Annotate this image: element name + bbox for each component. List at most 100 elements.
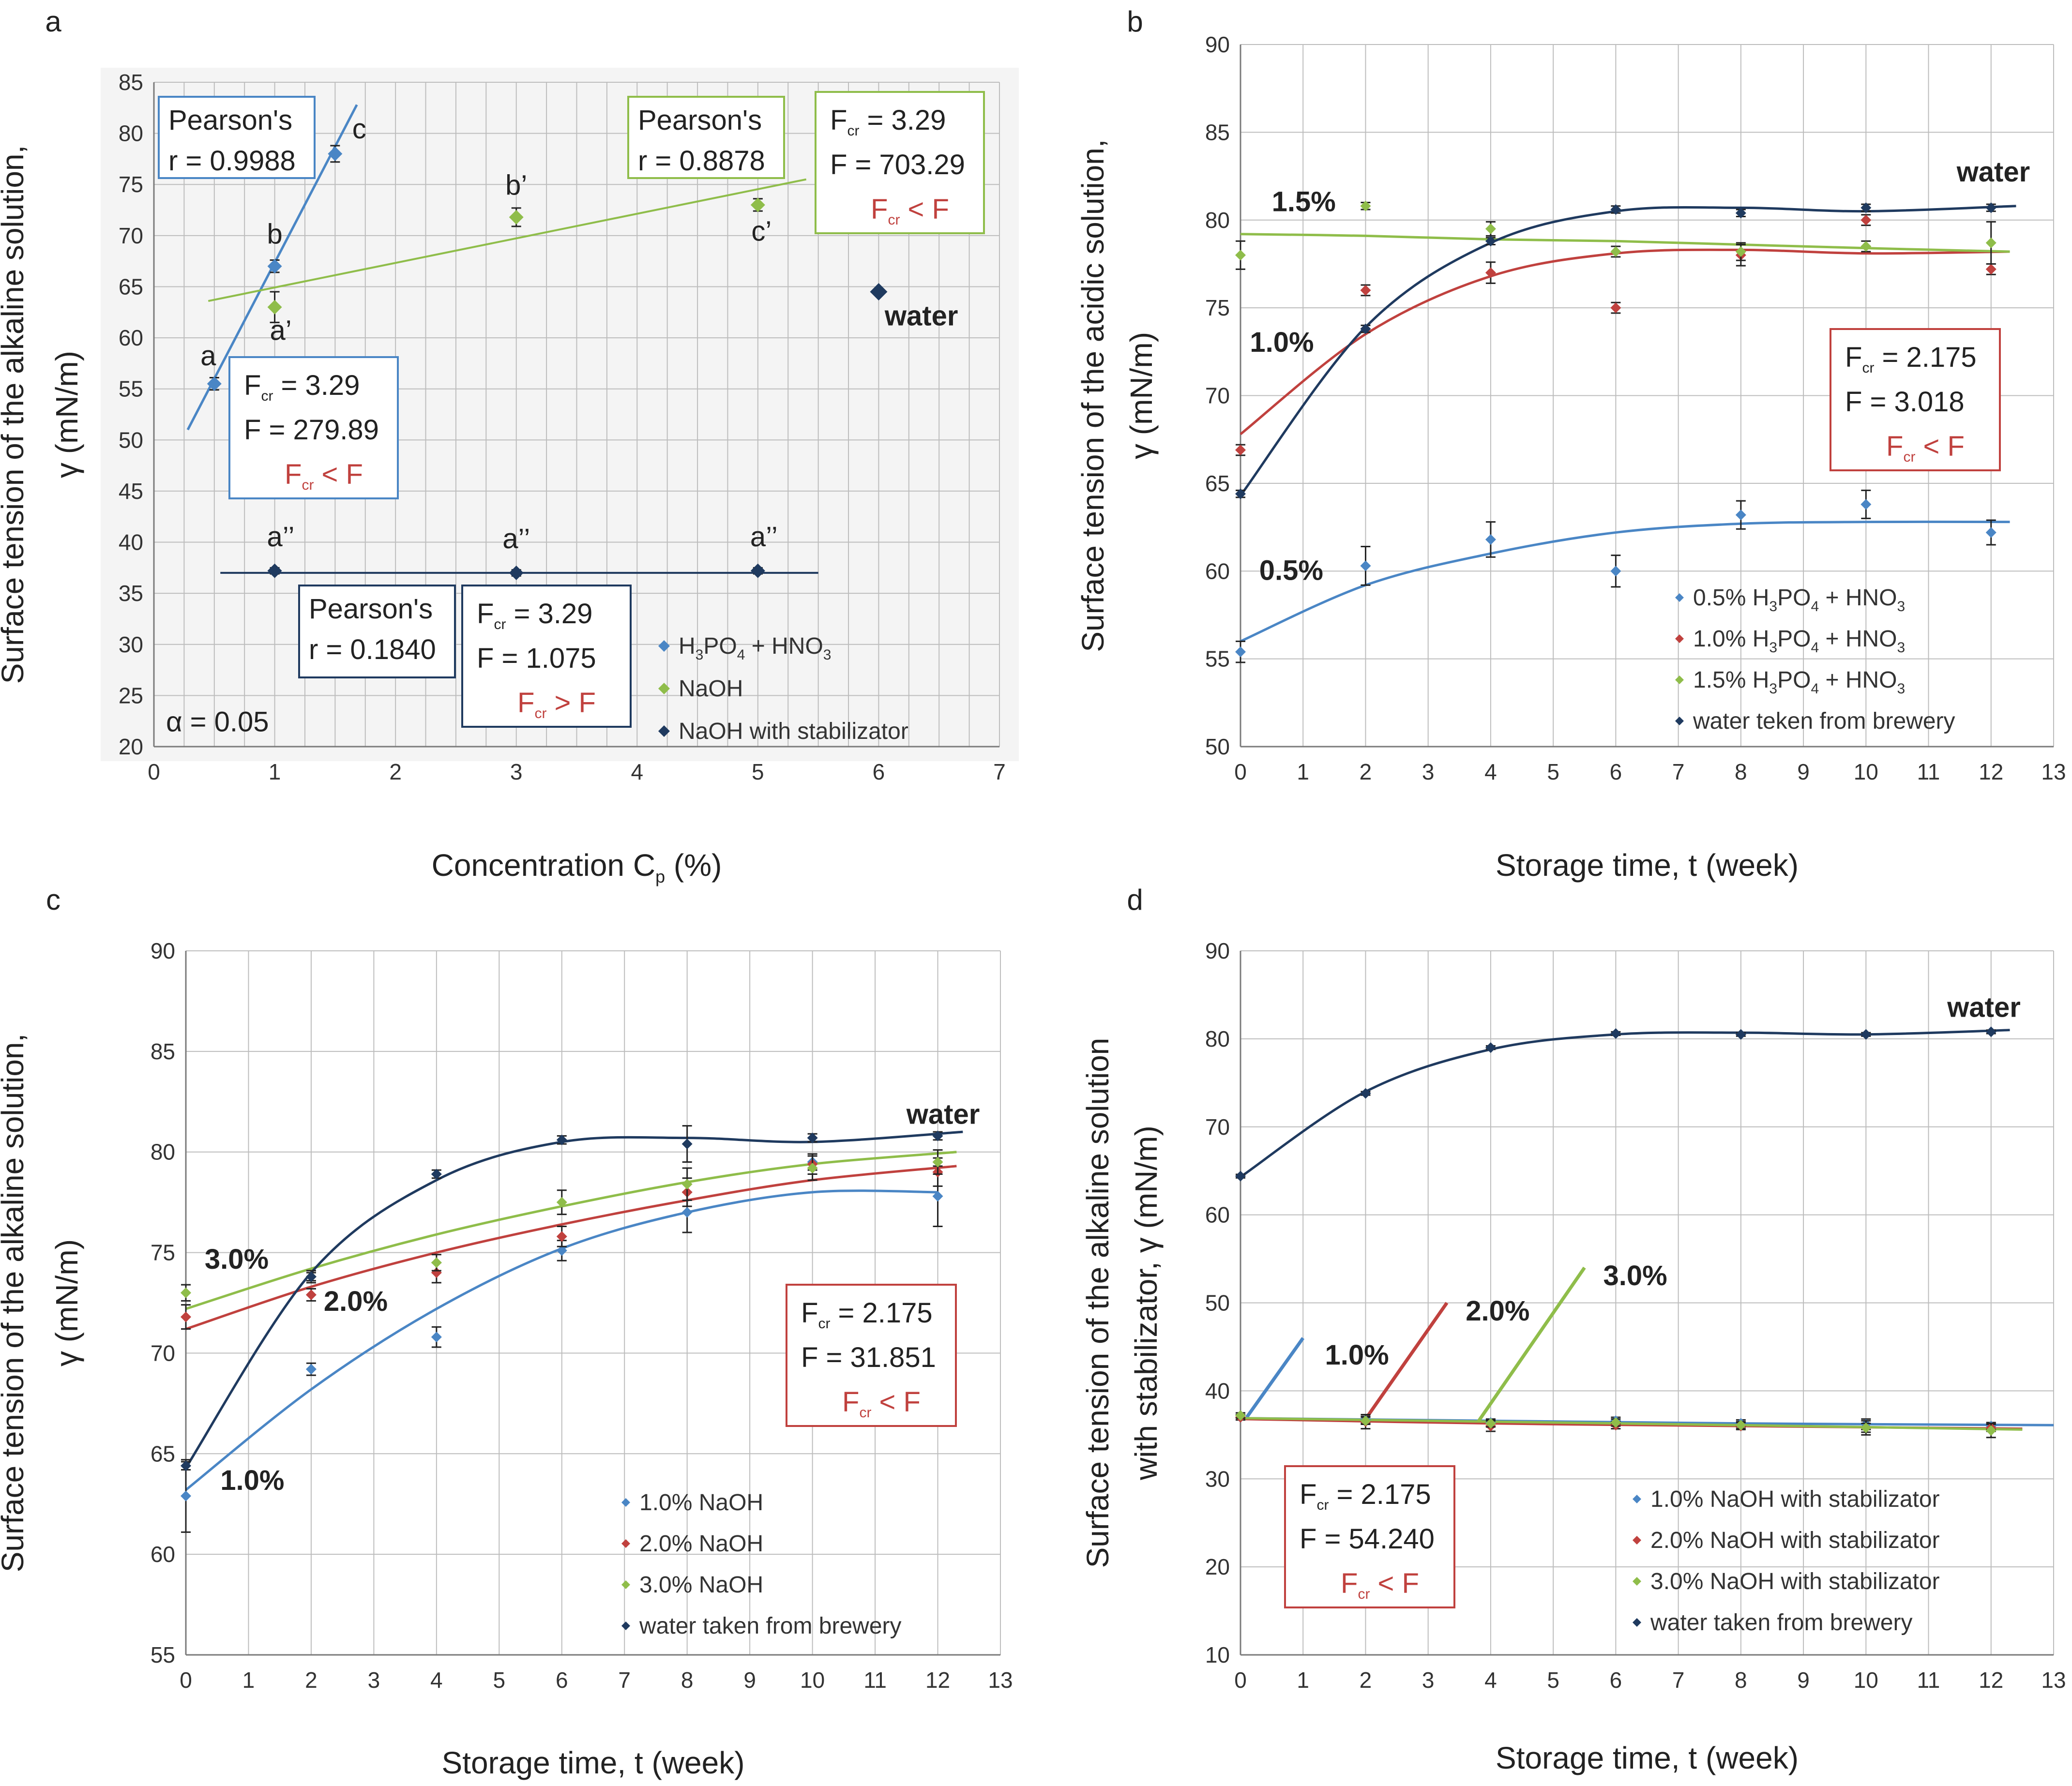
- pearson-box-3: [298, 585, 456, 678]
- f-box-d-relation-part-0: F: [1341, 1568, 1358, 1599]
- f-box-b-fcr-part-1: cr: [1862, 360, 1874, 376]
- y-tick-label-c: 80: [151, 1140, 175, 1165]
- point-label-a-s2: a’’: [750, 521, 778, 553]
- x-tick-label-d: 4: [1484, 1667, 1497, 1693]
- curve-label-c-1: 2.0%: [324, 1286, 388, 1317]
- x-tick-label-c: 10: [800, 1667, 825, 1693]
- x-tick-label-b: 10: [1854, 759, 1878, 784]
- x-tick-label-d: 2: [1360, 1667, 1372, 1693]
- curve-label-b-1: 1.0%: [1250, 327, 1314, 358]
- x-tick-label-d: 11: [1917, 1667, 1940, 1693]
- y-axis-label-a-2: γ (mN/m): [49, 351, 84, 478]
- y-tick-label-d: 50: [1205, 1291, 1230, 1316]
- point-b-0: [1735, 510, 1746, 521]
- point-b-3: [1235, 488, 1246, 499]
- point-a-s2: [509, 565, 524, 580]
- legend-marker-a-1: [658, 683, 670, 694]
- point-b-0: [1485, 534, 1496, 545]
- point-c-3: [556, 1134, 567, 1145]
- f-box-c-relation: Fcr < F: [842, 1386, 921, 1421]
- point-a-s0: [207, 376, 222, 391]
- point-d-2: [1860, 1422, 1872, 1433]
- x-tick-label-d: 9: [1797, 1667, 1810, 1693]
- point-b-3: [1360, 323, 1371, 334]
- f-box-a2: [228, 356, 399, 499]
- x-tick-label-d: 13: [2041, 1667, 2066, 1693]
- point-b-3: [1610, 204, 1621, 215]
- f-box-d-relation-part-1: cr: [1358, 1586, 1370, 1602]
- legend-label-a-0-part-0: H: [679, 633, 696, 659]
- f-box-a3-fcr-part-1: cr: [494, 616, 506, 632]
- legend-label-b-1-part-5: 3: [1897, 640, 1906, 656]
- f-box-c-fcr-part-2: = 2.175: [830, 1297, 932, 1329]
- y-tick-label-b: 60: [1205, 558, 1230, 584]
- f-box-c-fcr-part-0: F: [801, 1297, 818, 1329]
- legend-label-a-0-part-2: PO: [703, 633, 737, 659]
- point-a-s1: [509, 210, 524, 225]
- x-tick-label-b: 9: [1797, 759, 1810, 784]
- point-d-2: [1235, 1410, 1246, 1421]
- point-label-a-s0: a: [200, 340, 216, 372]
- legend-label-b-1-part-0: 1.0% H: [1693, 626, 1769, 652]
- legend-marker-a-0: [658, 640, 670, 652]
- point-c-1: [181, 1311, 191, 1322]
- point-a-s1: [267, 300, 282, 315]
- f-box-a3-relation-part-0: F: [517, 687, 534, 719]
- point-b-1: [1860, 214, 1872, 225]
- pearson-box-2-line2: r = 0.8878: [638, 145, 765, 177]
- curve-label-c-3: water: [906, 1099, 980, 1130]
- legend-label-b-1-part-4: + HNO: [1819, 626, 1897, 652]
- f-box-a2-fcr-part-1: cr: [261, 388, 273, 404]
- y-tick-label-a: 55: [119, 376, 143, 402]
- x-tick-label-d: 3: [1422, 1667, 1435, 1693]
- panel-letter-d: d: [1127, 884, 1143, 916]
- x-axis-label-a-part-1: p: [655, 867, 665, 886]
- point-c-3: [305, 1271, 317, 1282]
- point-c-3: [932, 1130, 943, 1141]
- f-box-a1-fcr-part-2: = 3.29: [859, 105, 946, 136]
- point-b-2: [1610, 246, 1621, 257]
- legend-label-b-0: 0.5% H3PO4 + HNO3: [1693, 585, 1905, 615]
- point-c-1: [305, 1289, 317, 1300]
- panel-letter-a: a: [45, 5, 61, 38]
- y-tick-label-a: 70: [119, 223, 143, 248]
- f-box-a1-relation-part-1: cr: [888, 212, 900, 228]
- point-b-3: [1985, 202, 1996, 213]
- f-box-b-relation-part-0: F: [1886, 431, 1903, 462]
- y-axis-label-d: Surface tension of the alkaline solution: [1080, 1038, 1115, 1568]
- f-box-a3-f: F = 1.075: [477, 643, 596, 674]
- y-tick-label-c: 55: [151, 1642, 175, 1667]
- water-label-a: water: [884, 300, 958, 332]
- point-c-2: [932, 1156, 943, 1168]
- pearson-box-3-line1: Pearson's: [309, 593, 433, 625]
- x-tick-label-d: 8: [1735, 1667, 1747, 1693]
- x-tick-label-d: 12: [1979, 1667, 2003, 1693]
- pearson-box-1-line2: r = 0.9988: [168, 145, 296, 177]
- y-tick-label-a: 60: [119, 325, 143, 350]
- point-d-2: [1610, 1417, 1621, 1428]
- f-box-a1-fcr-part-0: F: [830, 105, 847, 136]
- point-b-3: [1485, 236, 1496, 247]
- point-c-3: [431, 1169, 442, 1180]
- alpha-label-a: α = 0.05: [166, 706, 269, 737]
- legend-label-a-0-part-3: 4: [737, 647, 745, 663]
- x-tick-label-d: 1: [1297, 1667, 1309, 1693]
- f-box-b: [1830, 328, 2001, 471]
- legend-marker-a-2: [658, 725, 670, 737]
- point-label-a-s1: c’: [751, 215, 771, 247]
- x-tick-label-a: 4: [631, 759, 643, 784]
- legend-marker-c-3: [621, 1621, 630, 1630]
- x-tick-label-c: 11: [863, 1667, 887, 1693]
- curve-label-b-2: 0.5%: [1259, 555, 1323, 586]
- y-axis-label-c-2: γ (mN/m): [49, 1239, 84, 1366]
- f-box-b-fcr: Fcr = 2.175: [1845, 342, 1977, 376]
- point-d-2: [1485, 1418, 1496, 1429]
- f-box-c: [786, 1284, 957, 1427]
- x-tick-label-b: 3: [1422, 759, 1435, 784]
- point-d-3: [1360, 1088, 1371, 1099]
- y-tick-label-c: 60: [151, 1542, 175, 1567]
- y-tick-label-b: 85: [1205, 120, 1230, 145]
- point-c-2: [431, 1257, 442, 1268]
